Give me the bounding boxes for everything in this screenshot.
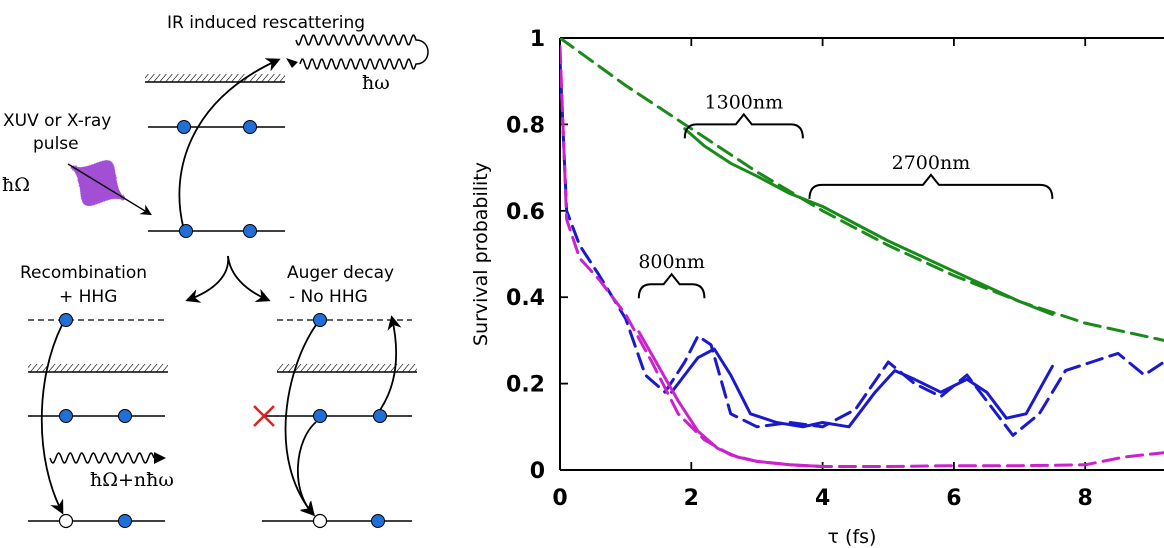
right-branch-label-line2: - No HHG (289, 287, 368, 307)
auger-decay-arrow-inner (298, 422, 316, 514)
ir-photon-wave (296, 35, 428, 69)
electron (314, 314, 327, 327)
electron (244, 225, 257, 238)
pulse-label-line1: XUV or X-ray (3, 111, 111, 131)
emitted-photon-label: ħΩ+nħω (90, 469, 174, 491)
annotation-label: 1300nm (705, 91, 784, 113)
electron (60, 314, 73, 327)
x-tick-label: 2 (684, 486, 699, 511)
y-tick-label: 0.8 (506, 113, 545, 138)
electron (180, 225, 193, 238)
x-tick-label: 0 (552, 486, 567, 511)
y-tick-label: 1 (530, 27, 545, 52)
annotation-brace (639, 274, 705, 298)
xuv-pulse-wave (71, 160, 124, 206)
annotation-brace (809, 175, 1052, 199)
ir-photon-arrowhead (286, 58, 298, 68)
y-axis-label: Survival probability (470, 162, 492, 346)
annotation-label: 800nm (638, 251, 705, 273)
electron (119, 515, 132, 528)
hole (60, 515, 73, 528)
series-line-3-solid (672, 349, 1053, 427)
recombination-arrow (42, 325, 62, 512)
x-tick-label: 8 (1078, 486, 1093, 511)
continuum-hatch-left (28, 364, 168, 372)
auger-decay-arrow-outer (286, 325, 316, 514)
x-tick-label: 6 (946, 486, 961, 511)
continuum-hatch-top (145, 74, 285, 82)
ir-rescattering-label: IR induced rescattering (167, 13, 365, 33)
pulse-label-line2: pulse (33, 134, 79, 154)
electron (314, 410, 327, 423)
y-tick-label: 0.4 (506, 286, 545, 311)
series-line-1-solid (685, 129, 1053, 315)
y-tick-label: 0 (530, 459, 545, 484)
branch-arrow-right (228, 256, 268, 300)
xuv-pulse-icon (71, 160, 124, 206)
right-branch-label-line1: Auger decay (287, 263, 394, 283)
y-tick-label: 0.6 (506, 200, 545, 225)
annotations: 800nm 1300nm 2700nm (638, 91, 1052, 298)
annotation-label: 2700nm (892, 152, 971, 174)
branch-arrow-left (188, 256, 228, 300)
ionization-arrow (179, 60, 278, 226)
series-line-0-dashed (560, 38, 1164, 340)
xuv-photon-label: ħΩ (2, 174, 30, 196)
hhg-photon-arrowhead (154, 452, 166, 464)
electron (372, 515, 385, 528)
electron (60, 410, 73, 423)
chart: 0 2 4 6 8 0 0.2 0.4 0.6 0.8 1 800nm 1300nm 2700nm τ … (470, 27, 1164, 548)
left-branch-label-line2: + HHG (59, 287, 117, 307)
electron (244, 121, 257, 134)
schematic: IR induced rescattering ħω XUV or X-ray … (2, 13, 428, 528)
x-tick-label: 4 (815, 486, 830, 511)
series-line-2-dashed (560, 60, 1164, 436)
electron (119, 410, 132, 423)
x-axis-label: τ (fs) (828, 526, 877, 548)
hole (314, 515, 327, 528)
hhg-photon-wave (50, 453, 154, 463)
left-branch-label-line1: Recombination (20, 263, 147, 283)
electron (178, 121, 191, 134)
series-line-5-solid (639, 332, 823, 467)
electron (374, 410, 387, 423)
ir-photon-label: ħω (362, 72, 390, 94)
y-tick-label: 0.2 (506, 373, 545, 398)
